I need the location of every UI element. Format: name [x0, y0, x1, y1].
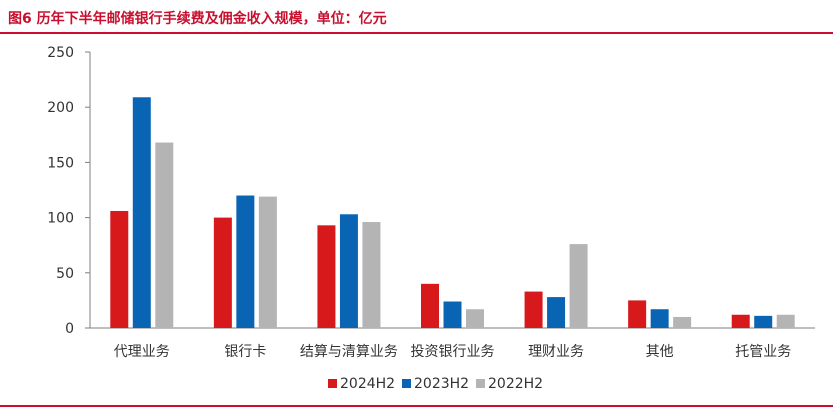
y-tick-label: 200 — [47, 100, 74, 116]
bar-2022H2-结算与清算业务 — [362, 222, 381, 328]
y-tick-label: 50 — [56, 266, 74, 282]
bar-2023H2-其他 — [650, 309, 669, 328]
legend-label-2023H2: 2023H2 — [414, 376, 469, 392]
bar-2022H2-托管业务 — [776, 314, 795, 328]
x-tick-label: 托管业务 — [735, 344, 791, 360]
x-tick-label: 结算与清算业务 — [300, 344, 398, 360]
chart-title: 图6 历年下半年邮储银行手续费及佣金收入规模，单位：亿元 — [8, 11, 387, 27]
bar-2022H2-其他 — [673, 316, 692, 328]
bar-2023H2-托管业务 — [754, 315, 773, 328]
x-tick-label: 投资银行业务 — [411, 344, 495, 360]
bar-2024H2-投资银行业务 — [421, 283, 439, 328]
bar-2024H2-银行卡 — [213, 217, 232, 328]
y-tick-label: 250 — [47, 45, 74, 61]
bar-2024H2-托管业务 — [731, 314, 750, 328]
x-tick-label: 代理业务 — [114, 344, 170, 360]
bar-2022H2-理财业务 — [569, 244, 588, 328]
legend-swatch-2024H2 — [328, 379, 337, 388]
legend-swatch-2023H2 — [402, 379, 411, 388]
y-tick-label: 0 — [65, 321, 74, 337]
legend-label-2022H2: 2022H2 — [488, 376, 543, 392]
legend-label-2024H2: 2024H2 — [340, 376, 395, 392]
bar-2023H2-银行卡 — [236, 195, 255, 328]
bar-2023H2-投资银行业务 — [443, 301, 462, 328]
bar-2024H2-理财业务 — [524, 291, 543, 328]
bar-2024H2-其他 — [628, 300, 647, 328]
bar-2024H2-代理业务 — [110, 210, 129, 328]
x-tick-label: 银行卡 — [224, 344, 266, 360]
x-tick-label: 其他 — [646, 344, 674, 360]
y-tick-label: 150 — [47, 155, 74, 171]
x-tick-label: 理财业务 — [528, 344, 584, 360]
legend-swatch-2022H2 — [476, 379, 485, 388]
bar-2023H2-结算与清算业务 — [339, 214, 358, 328]
footer-rule — [0, 405, 833, 407]
bar-2023H2-理财业务 — [547, 297, 566, 328]
bar-2022H2-投资银行业务 — [466, 309, 484, 328]
title-underline — [0, 32, 833, 34]
bar-2022H2-代理业务 — [155, 142, 174, 328]
bar-2024H2-结算与清算业务 — [317, 225, 336, 328]
bar-2023H2-代理业务 — [132, 97, 151, 328]
y-tick-label: 100 — [47, 211, 74, 227]
bar-2022H2-银行卡 — [258, 196, 277, 328]
